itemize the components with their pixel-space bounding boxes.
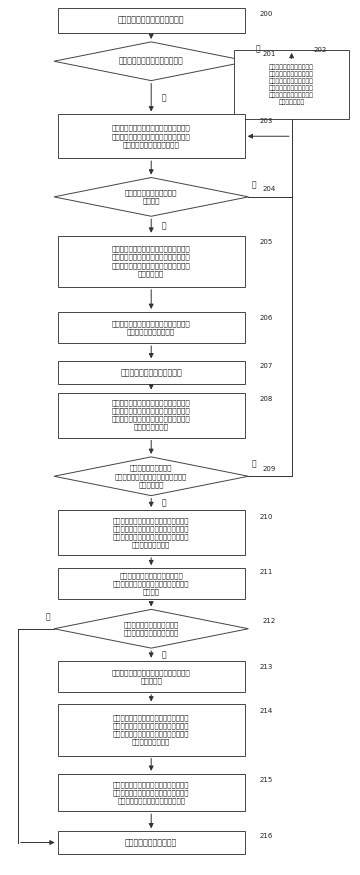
Text: 终端根据运行数据和虚拟动画形象的预设
参数信息的对应关系，确定监测的满足触
发条件的运行数据对应的虚拟动画形象的
预设参数信息: 终端根据运行数据和虚拟动画形象的预设 参数信息的对应关系，确定监测的满足触 发条… <box>112 246 190 276</box>
Text: 210: 210 <box>259 514 273 520</box>
Text: 215: 215 <box>259 777 273 783</box>
Polygon shape <box>54 457 248 495</box>
Text: 否: 否 <box>252 459 257 469</box>
Text: 终端判断该程序的运行
数据满足触发条件的总次数是否达到设
定的第一阈值: 终端判断该程序的运行 数据满足触发条件的总次数是否达到设 定的第一阈值 <box>115 465 187 487</box>
FancyBboxPatch shape <box>58 568 245 599</box>
Text: 是: 是 <box>162 498 167 507</box>
Text: 终端在符合习惯程度信息的条
件，判断程序是否在运行状态: 终端在符合习惯程度信息的条 件，判断程序是否在运行状态 <box>123 621 179 636</box>
FancyBboxPatch shape <box>58 510 245 555</box>
FancyBboxPatch shape <box>58 235 245 287</box>
Text: 213: 213 <box>259 664 273 670</box>
Text: 终端显示选取的资源信息: 终端显示选取的资源信息 <box>125 838 177 847</box>
Text: 207: 207 <box>259 363 273 369</box>
Polygon shape <box>54 178 248 216</box>
Text: 200: 200 <box>259 10 273 17</box>
Text: 214: 214 <box>259 708 273 714</box>
Text: 206: 206 <box>259 315 273 321</box>
FancyBboxPatch shape <box>58 8 245 32</box>
Text: 终端判断程序是否发生异常中断: 终端判断程序是否发生异常中断 <box>119 57 184 66</box>
Text: 211: 211 <box>259 570 273 576</box>
Text: 是: 是 <box>162 221 167 230</box>
Text: 终端判断运行数据是否满足
触发条件: 终端判断运行数据是否满足 触发条件 <box>125 190 177 204</box>
FancyBboxPatch shape <box>58 831 245 854</box>
Text: 终端确定程度信息最多的集合，并
根据确定的集合中的程度信息，确定习惯
程度信息: 终端确定程度信息最多的集合，并 根据确定的集合中的程度信息，确定习惯 程度信息 <box>113 572 189 595</box>
FancyBboxPatch shape <box>58 774 245 811</box>
Text: 终端显示程序的图标，以及程序对应的虚
拟动画画面: 终端显示程序的图标，以及程序对应的虚 拟动画画面 <box>112 668 190 683</box>
Text: 终端将程序对应的所有程度信息划分至集
合，其中每个程度信息在一个集合中，同
一集合中任意两个程度信息之间的识差是
在设定的识差范围内: 终端将程序对应的所有程度信息划分至集 合，其中每个程度信息在一个集合中，同 一集… <box>113 517 189 548</box>
FancyBboxPatch shape <box>58 312 245 343</box>
Text: 终端显示确定的虚拟动画形象: 终端显示确定的虚拟动画形象 <box>120 368 182 377</box>
Text: 209: 209 <box>263 466 276 472</box>
Text: 终端在显示确定的虚拟动画形象后，确定
该程序运行数据满足触发条件的总次数，
以及该程序的运行数据每次满足触发条件
时对应的程度信息: 终端在显示确定的虚拟动画形象后，确定 该程序运行数据满足触发条件的总次数， 以及… <box>112 400 190 430</box>
Text: 终端监测终端中程序的运行数据: 终端监测终端中程序的运行数据 <box>118 16 184 24</box>
Text: 是: 是 <box>256 45 260 53</box>
Text: 201: 201 <box>263 51 276 57</box>
Text: 终端从获取的与应用类型相同的其他应用
的资源信息中，选取满足筛选条件的与该
应用类型相同的其他应用的资源信息: 终端从获取的与应用类型相同的其他应用 的资源信息中，选取满足筛选条件的与该 应用… <box>113 781 189 804</box>
FancyBboxPatch shape <box>58 661 245 692</box>
Text: 根据异常中断和解决异常中
断的信息的对应关系，确定
软件发生的异常中断对应的
解决异常中断的信息，并显
示确定的解决异常中断的信
息，本次程结束: 根据异常中断和解决异常中 断的信息的对应关系，确定 软件发生的异常中断对应的 解… <box>269 64 314 105</box>
FancyBboxPatch shape <box>58 393 245 438</box>
Text: 否: 否 <box>162 650 167 659</box>
Text: 203: 203 <box>259 117 273 123</box>
FancyBboxPatch shape <box>58 361 245 384</box>
Text: 212: 212 <box>263 619 276 624</box>
Text: 216: 216 <box>259 833 273 839</box>
FancyBboxPatch shape <box>58 115 245 158</box>
Text: 终端根据确定的虚拟动画形象的预设参数
信息，确定虚拟动画形象: 终端根据确定的虚拟动画形象的预设参数 信息，确定虚拟动画形象 <box>112 320 190 335</box>
Text: 208: 208 <box>259 396 273 402</box>
Polygon shape <box>54 609 248 648</box>
Text: 否: 否 <box>252 180 257 189</box>
Text: 终端根据运行数据的程度类型与触发条件
之间的对应关系，确定当前监测的运行数
据的维度类型对应的触发条件: 终端根据运行数据的程度类型与触发条件 之间的对应关系，确定当前监测的运行数 据的… <box>112 125 190 148</box>
FancyBboxPatch shape <box>234 50 349 119</box>
Text: 是: 是 <box>46 612 50 621</box>
Text: 若程序为应用，终端在监测到应用的运行
数据满足触发条件的次数达到设定的第二
阈值后，通过网络获取与应用类型相同的
其他应用的资源信息: 若程序为应用，终端在监测到应用的运行 数据满足触发条件的次数达到设定的第二 阈值… <box>113 715 189 746</box>
Polygon shape <box>54 42 248 80</box>
Text: 202: 202 <box>313 47 327 53</box>
FancyBboxPatch shape <box>58 704 245 756</box>
Text: 204: 204 <box>263 186 276 192</box>
Text: 205: 205 <box>259 240 273 246</box>
Text: 否: 否 <box>162 93 167 102</box>
